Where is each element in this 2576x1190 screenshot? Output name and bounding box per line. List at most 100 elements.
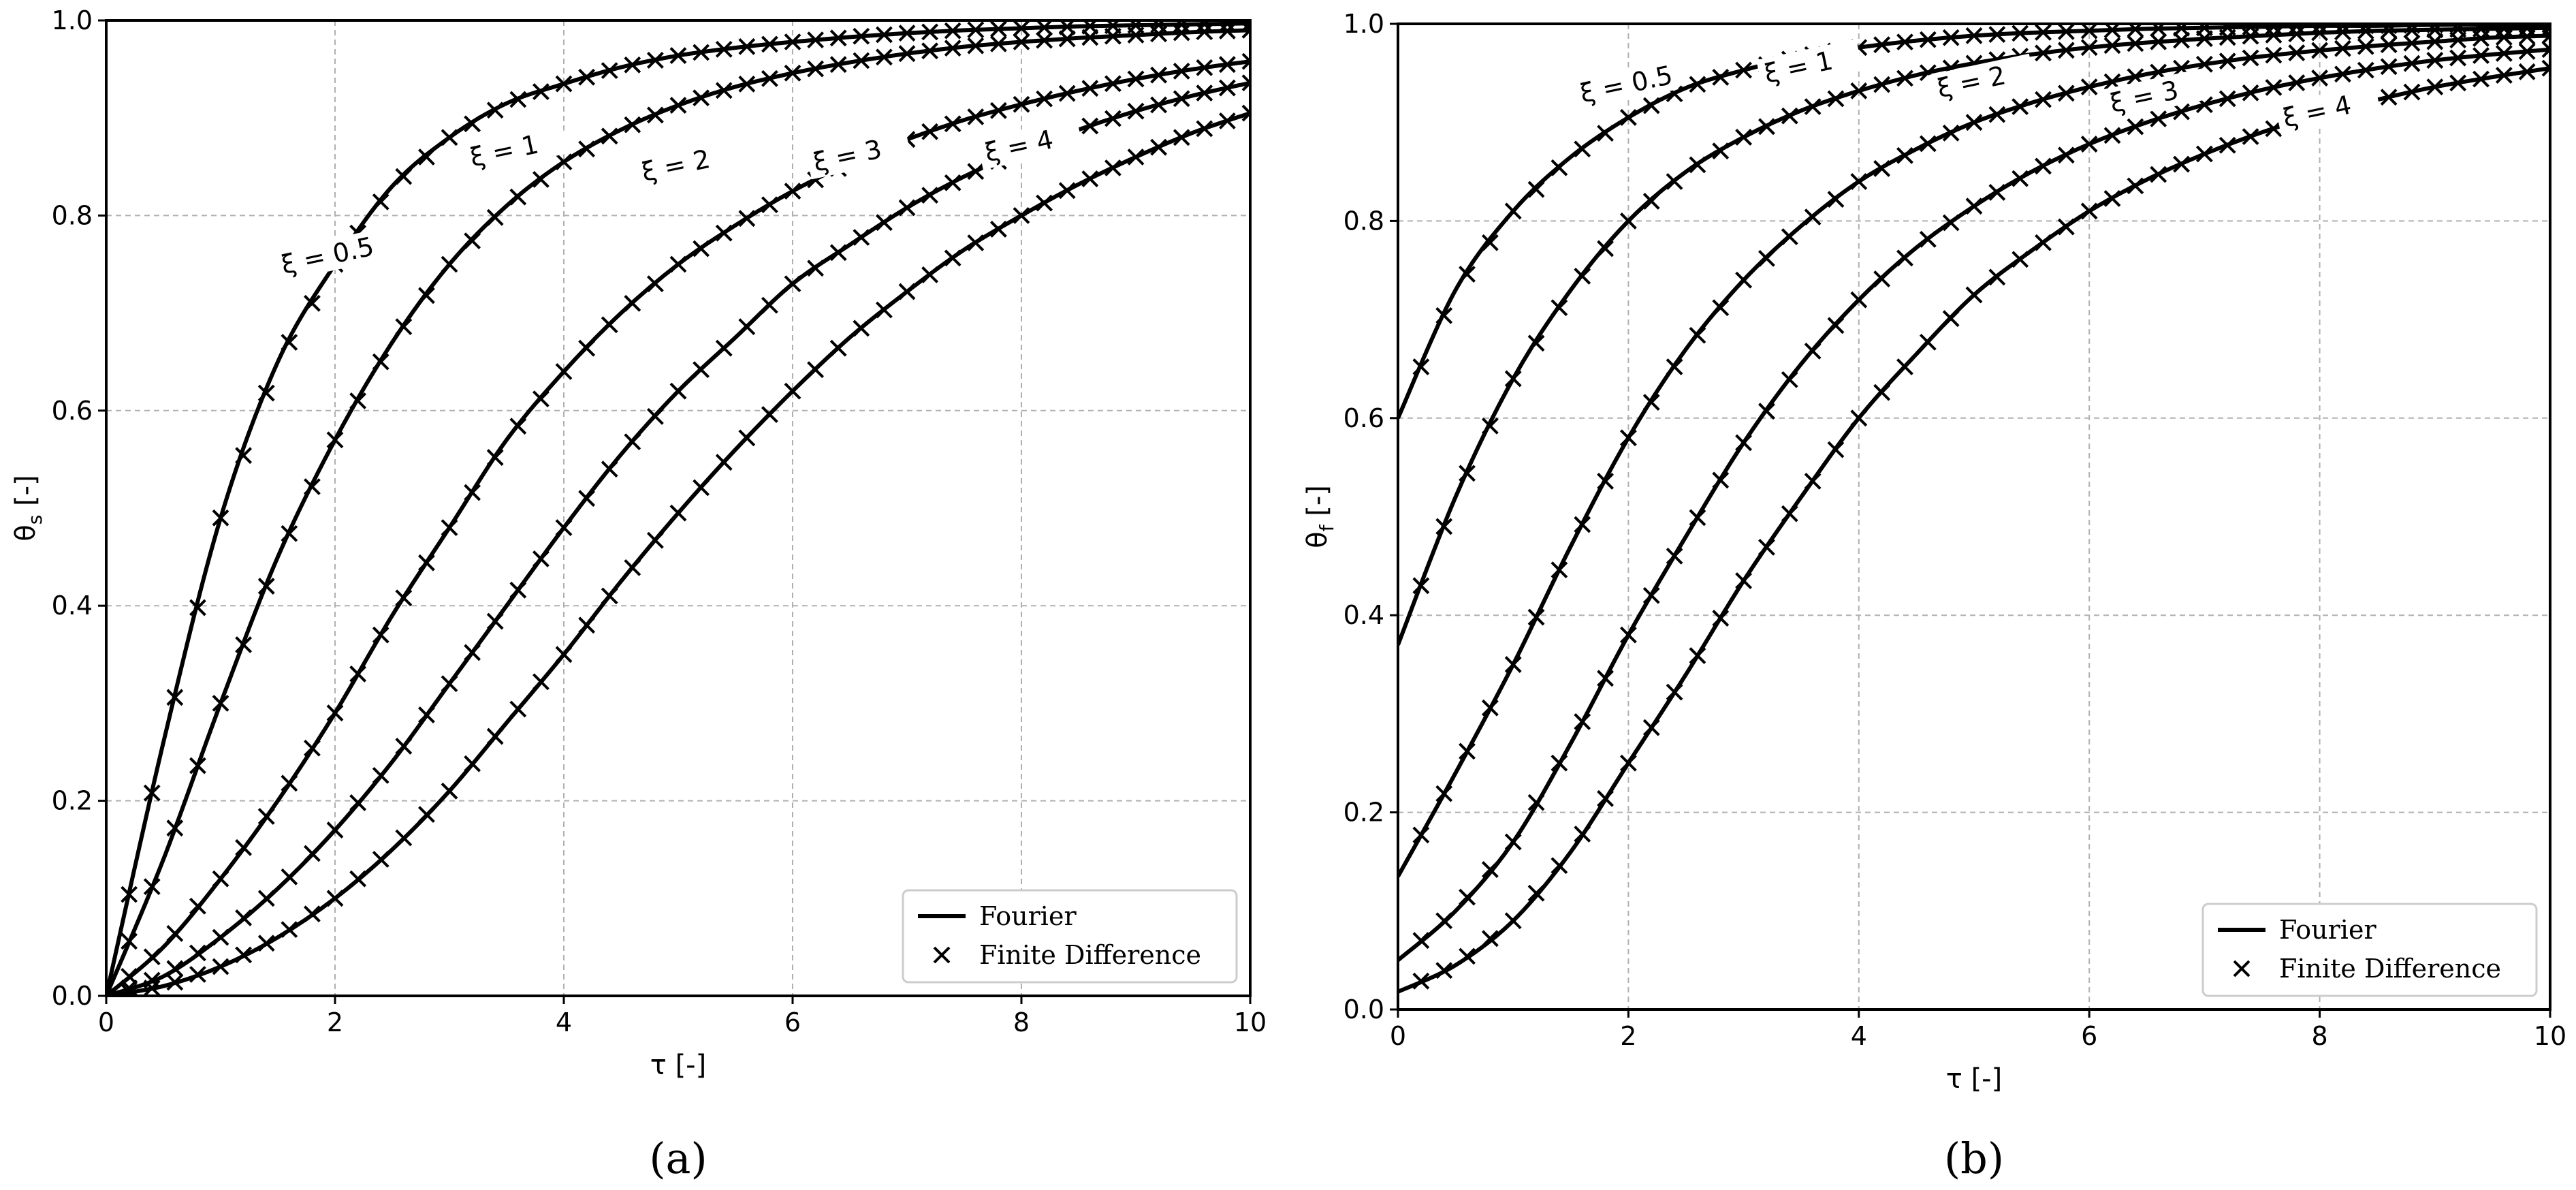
- fd-marker: [738, 429, 756, 447]
- fd-marker: [669, 255, 687, 273]
- fd-marker: [784, 64, 801, 82]
- fd-marker: [2011, 98, 2029, 115]
- fd-marker: [1435, 912, 1453, 930]
- fd-marker: [1218, 112, 1236, 129]
- fd-marker: [1942, 29, 1960, 46]
- fd-marker: [2080, 24, 2098, 40]
- fd-marker: [761, 296, 778, 314]
- fd-marker: [2080, 202, 2098, 220]
- fd-marker: [1218, 56, 1236, 74]
- fd-marker: [601, 127, 618, 145]
- fd-marker: [624, 559, 641, 576]
- fd-marker: [1735, 128, 1753, 146]
- fd-marker: [303, 294, 321, 312]
- fd-marker: [1081, 117, 1099, 135]
- fd-marker: [1988, 106, 2006, 123]
- fourier-line-series-2: [106, 28, 1250, 996]
- fd-marker: [303, 478, 321, 495]
- fd-marker: [1873, 160, 1891, 177]
- fd-marker: [738, 37, 756, 55]
- fd-marker: [807, 361, 825, 379]
- legend-marker-swatch: [933, 946, 951, 964]
- legend-entry-finite-difference: Finite Difference: [2279, 954, 2501, 984]
- fd-marker: [1988, 26, 2006, 44]
- fd-marker: [212, 870, 229, 888]
- fd-marker: [1619, 429, 1637, 447]
- fd-marker: [578, 68, 596, 86]
- fd-marker: [898, 283, 916, 300]
- fd-marker: [2380, 89, 2398, 106]
- fd-marker: [189, 599, 206, 616]
- fd-marker: [143, 878, 161, 896]
- fd-marker: [1758, 118, 1775, 136]
- fd-marker: [853, 52, 870, 69]
- fd-marker: [1218, 79, 1236, 97]
- fd-marker: [1150, 25, 1168, 43]
- fd-marker: [1597, 670, 1614, 687]
- fd-marker: [1873, 36, 1891, 54]
- x-tick-label: 8: [1013, 1007, 1030, 1037]
- fd-marker: [1804, 472, 1822, 490]
- fd-marker: [2472, 47, 2490, 65]
- fd-marker: [2357, 37, 2374, 55]
- fd-marker: [1459, 948, 1476, 965]
- fd-marker: [2449, 49, 2467, 67]
- fd-marker: [1435, 307, 1453, 324]
- fd-marker: [2403, 34, 2421, 52]
- fd-marker: [944, 40, 961, 57]
- fd-marker: [761, 406, 778, 423]
- fd-marker: [189, 897, 206, 915]
- fd-marker: [2127, 118, 2144, 136]
- fd-marker: [2242, 49, 2259, 67]
- fd-marker: [235, 946, 253, 964]
- fd-marker: [189, 944, 206, 962]
- x-tick-label: 0: [1390, 1021, 1406, 1051]
- fd-marker: [1241, 104, 1250, 122]
- fd-marker: [761, 69, 778, 87]
- fd-marker: [1597, 472, 1614, 490]
- curve-label: ξ = 2: [639, 144, 712, 187]
- fd-marker: [1036, 20, 1053, 36]
- fd-marker: [1481, 930, 1499, 948]
- fd-marker: [989, 221, 1007, 238]
- fd-marker: [1896, 249, 1913, 267]
- fd-marker: [1666, 547, 1683, 565]
- curve-label-bg: [1572, 59, 1679, 111]
- legend-frame: [2201, 903, 2538, 997]
- fd-marker: [2265, 79, 2283, 96]
- chart-panel-b: 0 2 4 6 8 10 0.0 0.2 0.4 0.6 0.8 1.0 τ [-] θf [-] ξ = …: [1302, 9, 2566, 1183]
- fd-marker: [2103, 127, 2121, 144]
- fd-marker: [212, 509, 229, 527]
- fd-marker: [2080, 136, 2098, 153]
- fd-marker: [1036, 31, 1053, 49]
- fd-marker: [2080, 78, 2098, 96]
- fd-marker: [509, 581, 527, 599]
- fd-marker: [601, 316, 618, 334]
- fd-marker: [1058, 84, 1076, 102]
- fd-marker: [2173, 155, 2190, 173]
- fd-marker: [715, 40, 733, 58]
- fd-marker: [326, 431, 344, 449]
- fd-marker: [166, 689, 184, 706]
- fourier-line-series-4: [106, 80, 1250, 996]
- fd-marker: [417, 148, 435, 166]
- fd-marker: [1058, 30, 1076, 48]
- fd-marker: [624, 433, 641, 451]
- fd-marker: [624, 294, 641, 312]
- fd-marker: [1196, 20, 1213, 33]
- y-tick-label: 0.4: [52, 591, 93, 621]
- fd-marker: [1666, 683, 1683, 701]
- fd-marker: [1150, 66, 1168, 84]
- fd-marker: [464, 232, 481, 250]
- fd-marker: [1804, 98, 1822, 115]
- fd-marker: [2426, 78, 2444, 96]
- fd-marker: [1574, 268, 1591, 285]
- fd-marker: [1104, 159, 1122, 176]
- fd-marker: [2541, 41, 2550, 59]
- curve-label-bg: [2101, 68, 2209, 121]
- fd-marker: [349, 794, 367, 811]
- fd-marker: [693, 361, 710, 379]
- fd-marker: [555, 363, 573, 380]
- fd-marker: [1412, 932, 1430, 950]
- fd-marker: [1173, 90, 1190, 108]
